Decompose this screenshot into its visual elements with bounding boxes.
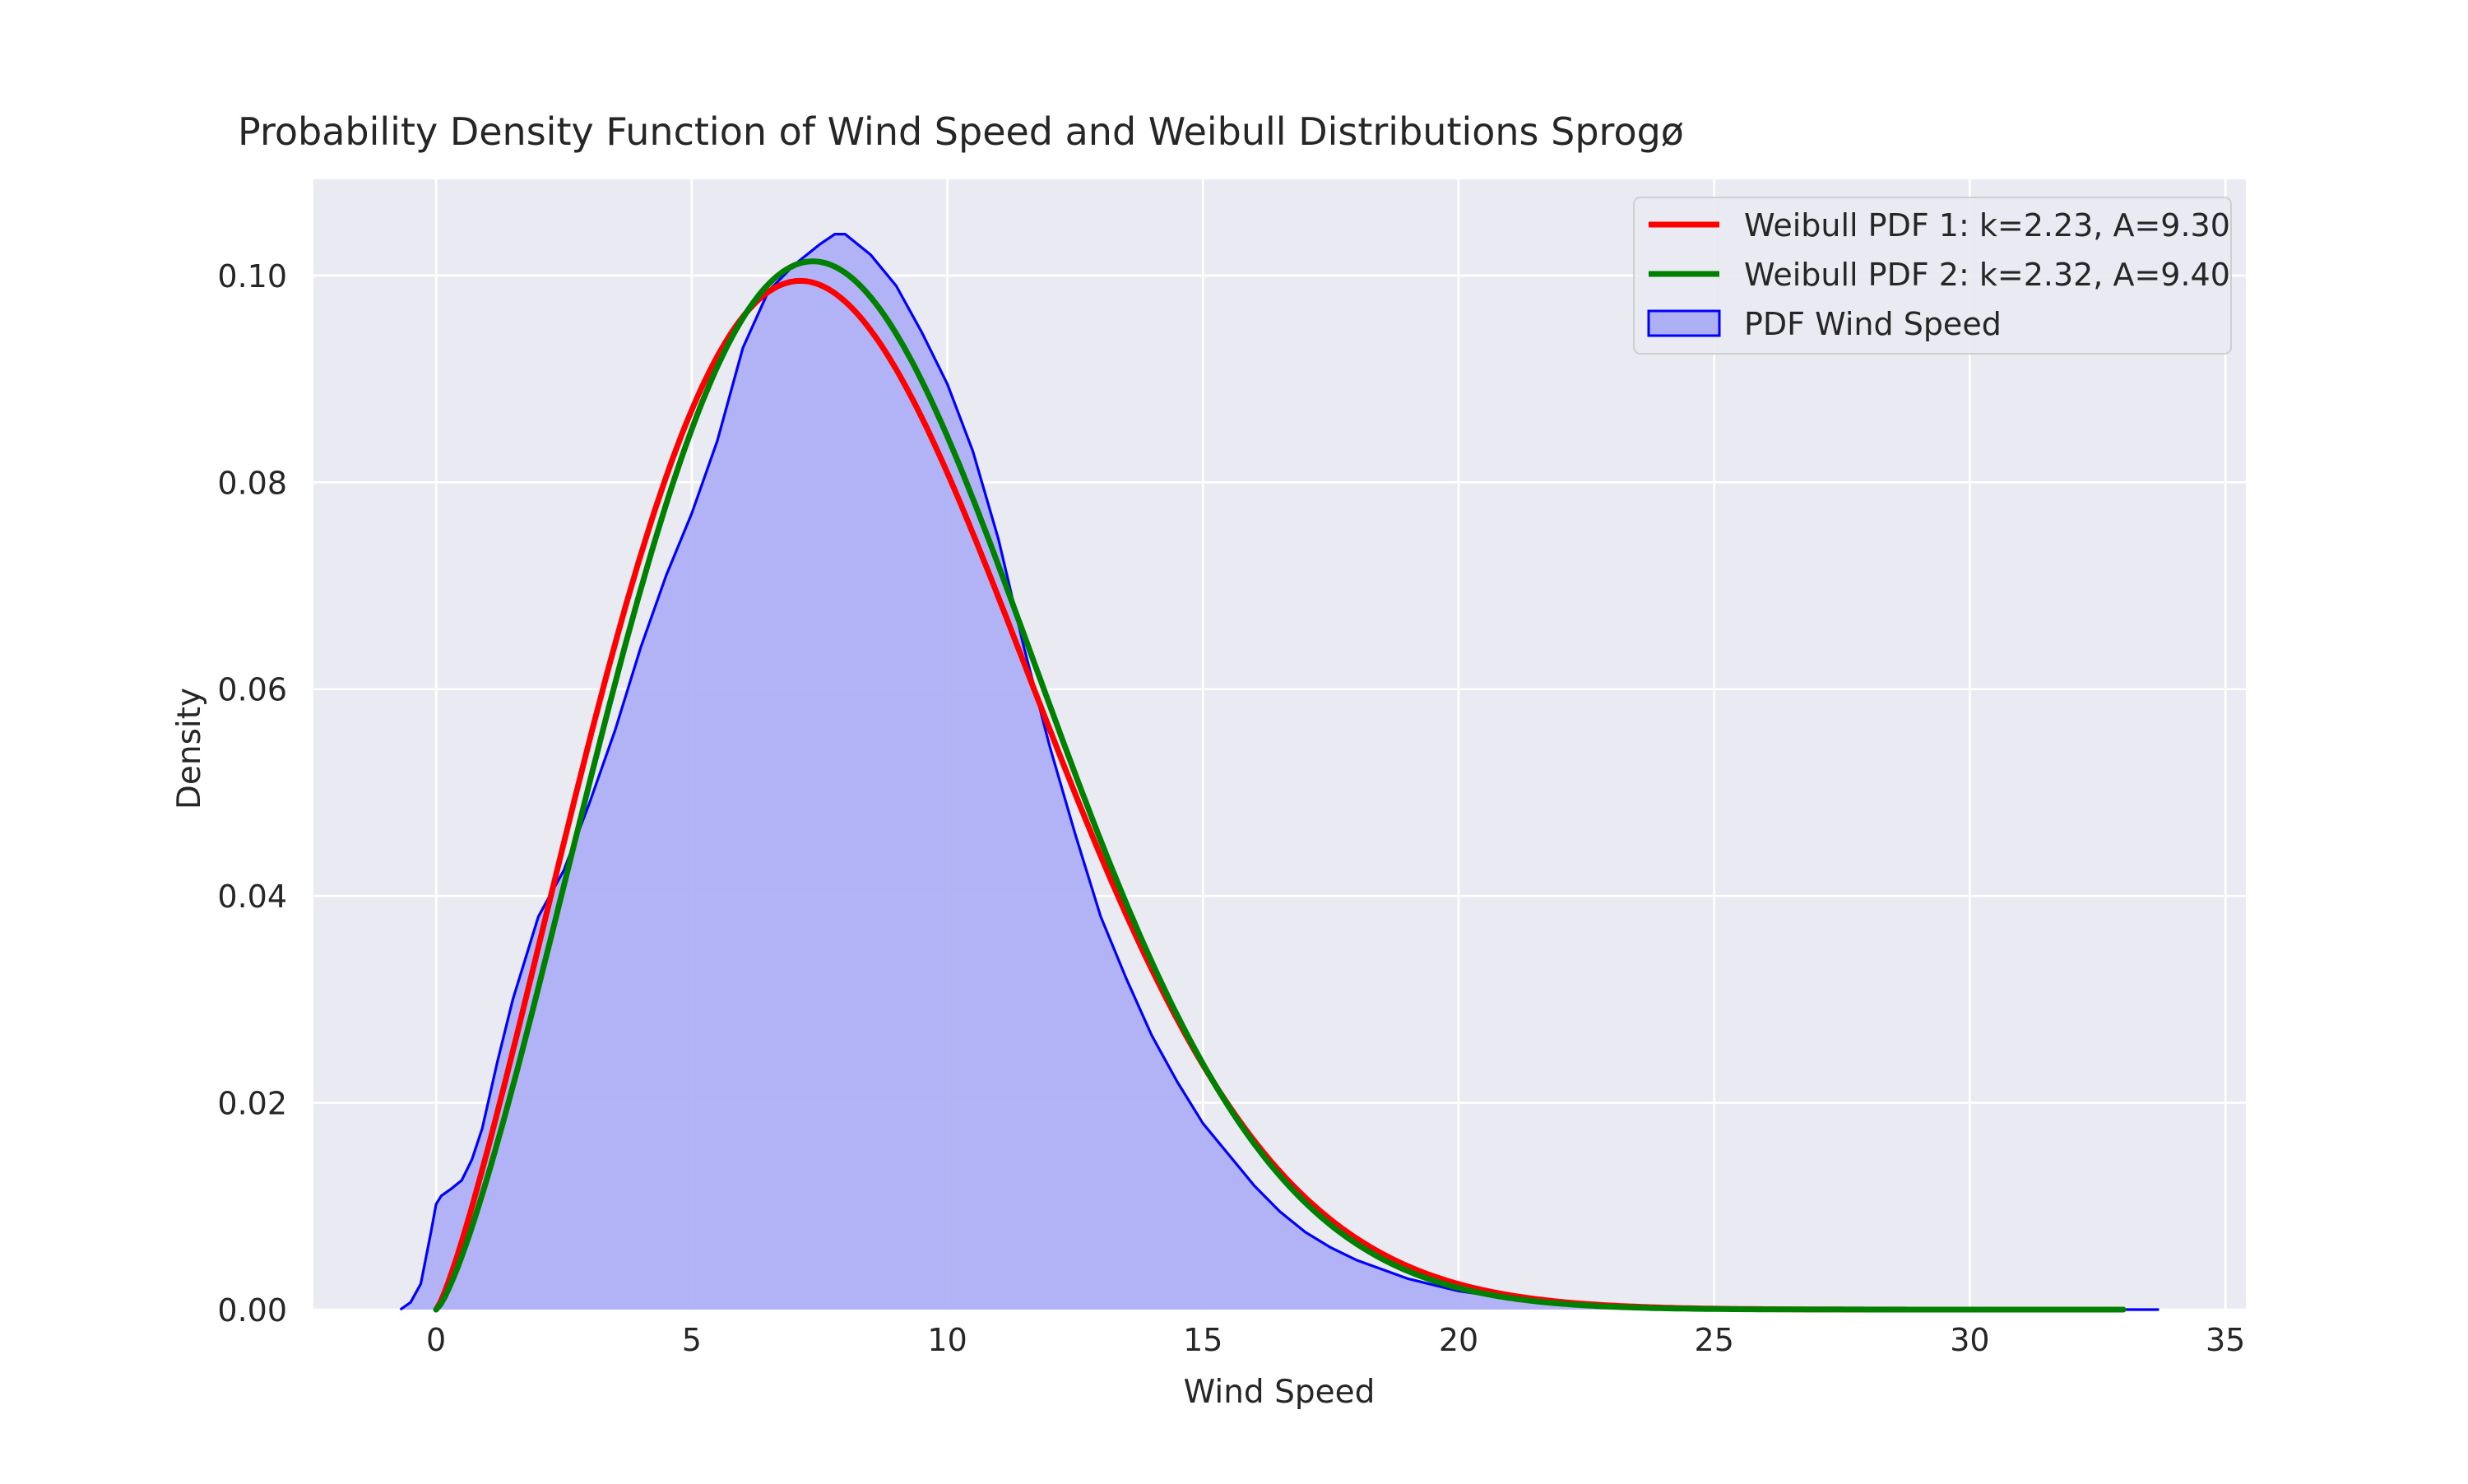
y-tick-label: 0.02: [217, 1086, 287, 1122]
legend-box: [1633, 197, 2232, 355]
y-tick-label: 0.08: [217, 465, 287, 501]
pdf-wind-speed-line: [399, 233, 2160, 1311]
x-tick-label: 30: [1950, 1322, 1989, 1358]
pdf-wind-speed-area: [400, 234, 2160, 1310]
y-tick-label: 0.10: [217, 258, 287, 294]
legend-marker: [1647, 309, 1721, 337]
x-tick-label: 10: [927, 1322, 967, 1358]
chart-title: Probability Density Function of Wind Spe…: [238, 109, 1684, 154]
legend-label: Weibull PDF 1: k=2.23, A=9.30: [1744, 207, 2230, 243]
x-tick-label: 25: [1695, 1322, 1734, 1358]
tick-labels: 0 5 10 15 20 25 30 35 0.00 0.02 0.04 0.06 0.08 0.10: [217, 258, 2245, 1358]
legend-label: Weibull PDF 2: k=2.32, A=9.40: [1744, 257, 2230, 293]
legend-label: PDF Wind Speed: [1744, 306, 2002, 342]
x-tick-label: 5: [682, 1322, 702, 1358]
grid-lines: [313, 179, 2246, 1311]
x-tick-label: 35: [2206, 1322, 2245, 1358]
x-tick-label: 15: [1183, 1322, 1222, 1358]
legend: Weibull PDF 1: k=2.23, A=9.30 Weibull PDF…: [1633, 197, 2232, 355]
y-tick-label: 0.00: [217, 1292, 287, 1329]
x-tick-label: 20: [1439, 1322, 1478, 1358]
x-tick-label: 0: [426, 1322, 446, 1358]
y-axis-label: Density: [171, 688, 208, 809]
y-tick-label: 0.04: [217, 879, 287, 915]
y-tick-label: 0.06: [217, 672, 287, 708]
x-axis-label: Wind Speed: [1184, 1374, 1375, 1411]
data-layer: [399, 233, 2160, 1313]
weibull-pdf-2-line: [433, 258, 2127, 1313]
